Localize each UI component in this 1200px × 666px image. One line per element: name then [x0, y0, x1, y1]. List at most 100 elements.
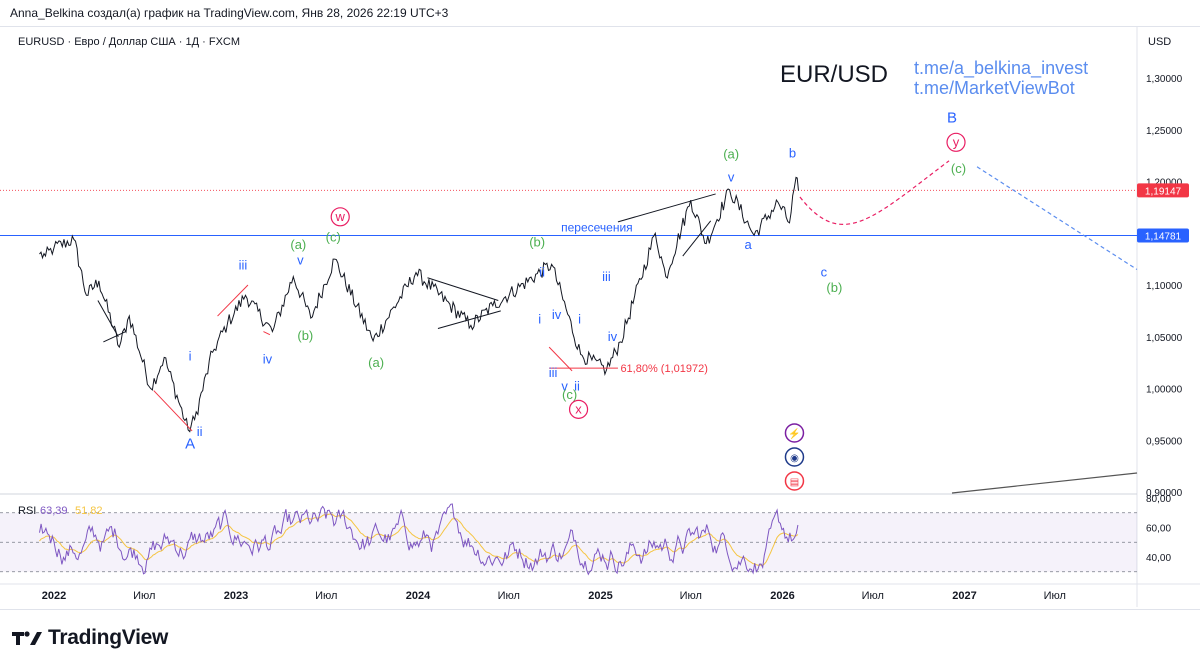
wave-label[interactable]: (a): [368, 355, 384, 370]
price-line-value: 1,19147: [1145, 186, 1182, 197]
event-flash-icon[interactable]: [784, 423, 805, 443]
rsi-ma-line[interactable]: [39, 513, 799, 566]
wave-label-circle: [330, 207, 350, 227]
price-tick-label: 1,30000: [1146, 74, 1183, 85]
headline-pair: EUR/USD: [780, 61, 888, 88]
wave-label[interactable]: (c): [562, 387, 577, 402]
chart-frame: [0, 26, 1200, 610]
tradingview-logo-text: TradingView: [48, 626, 169, 649]
wave-label[interactable]: (c): [326, 230, 341, 245]
rsi-line[interactable]: [39, 503, 799, 576]
rsi-tick-label: 40,00: [1146, 553, 1171, 564]
wave-label[interactable]: (a): [723, 147, 739, 162]
wave-label[interactable]: (c): [951, 161, 966, 176]
wave-label[interactable]: i: [189, 349, 192, 364]
telegram-link-2[interactable]: t.me/MarketViewBot: [914, 78, 1075, 98]
wave-label[interactable]: v: [297, 252, 304, 267]
wave-label[interactable]: iv: [608, 329, 618, 344]
telegram-link-1[interactable]: t.me/a_belkina_invest: [914, 58, 1088, 79]
wave-label[interactable]: b: [789, 146, 796, 161]
price-tick-label: 1,00000: [1146, 385, 1183, 396]
wave-label[interactable]: (b): [529, 235, 545, 250]
price-tick-label: 1,20000: [1146, 178, 1183, 189]
price-tick-label: 0,95000: [1146, 436, 1183, 447]
wave-label[interactable]: (b): [826, 280, 842, 295]
time-tick-label: 2025: [588, 590, 612, 602]
symbol-line: EURUSD · Евро / Доллар США · 1Д · FXCM: [18, 36, 240, 48]
event-flag-icon[interactable]: [784, 471, 805, 491]
trendline[interactable]: [617, 193, 716, 223]
chart-caption: Anna_Belkina создал(а) график на Trading…: [10, 6, 449, 20]
price-tick-label: 1,25000: [1146, 126, 1183, 137]
trendline[interactable]: [263, 331, 271, 336]
time-tick-label: 2027: [952, 590, 976, 602]
trendline[interactable]: [153, 390, 193, 432]
wave-label[interactable]: iii: [602, 269, 611, 284]
wave-label[interactable]: x: [575, 401, 582, 416]
price-line-badge: [1137, 228, 1189, 243]
event-globe-icon-glyph: ◉: [790, 453, 799, 464]
tradingview-logo-icon: [12, 631, 42, 645]
wave-label[interactable]: c: [821, 265, 828, 280]
wave-label[interactable]: i: [578, 311, 581, 326]
price-tick-label: 0,90000: [1146, 488, 1183, 499]
currency-label: USD: [1148, 36, 1171, 48]
event-globe-icon[interactable]: [784, 447, 805, 467]
wave-label[interactable]: (a): [290, 237, 306, 252]
time-tick-label: Июл: [862, 590, 884, 602]
time-tick-label: 2022: [42, 590, 66, 602]
wave-label[interactable]: ii: [539, 265, 545, 280]
intersection-label: пересечения: [561, 220, 633, 234]
time-tick-label: Июл: [315, 590, 337, 602]
wave-label[interactable]: iii: [239, 257, 248, 272]
wave-label-circle: [568, 399, 589, 419]
rsi-tick-label: 60,00: [1146, 524, 1171, 535]
trendline[interactable]: [217, 284, 249, 317]
price-line-value: 1,14781: [1145, 232, 1182, 243]
wave-label[interactable]: iii: [549, 365, 558, 380]
wave-label-circle: [946, 132, 966, 152]
trendline[interactable]: [97, 300, 119, 337]
time-tick-label: 2026: [770, 590, 794, 602]
trendline[interactable]: [427, 277, 499, 302]
time-tick-label: Июл: [1044, 590, 1066, 602]
trendline[interactable]: [682, 220, 712, 257]
wave-label[interactable]: v: [561, 379, 568, 394]
projection-path-up[interactable]: [799, 160, 950, 225]
wave-label[interactable]: i: [538, 311, 541, 326]
wave-label[interactable]: ii: [574, 379, 580, 394]
wave-label[interactable]: w: [335, 209, 346, 224]
price-line-badge: [1137, 183, 1189, 198]
rsi-tick-label: 80,00: [1146, 494, 1171, 505]
time-tick-label: Июл: [498, 590, 520, 602]
time-tick-label: Июл: [680, 590, 702, 602]
time-tick-label: 2023: [224, 590, 248, 602]
time-tick-label: Июл: [133, 590, 155, 602]
trendline[interactable]: [548, 346, 573, 372]
price-tick-label: 1,05000: [1146, 333, 1183, 344]
projection-path-down[interactable]: [976, 166, 1138, 270]
event-flash-icon-glyph: ⚡: [788, 427, 800, 440]
wave-label[interactable]: A: [185, 436, 195, 453]
rsi-value: 63,39: [40, 505, 68, 517]
trendline[interactable]: [103, 331, 127, 343]
wave-label[interactable]: y: [953, 134, 960, 149]
wave-label[interactable]: B: [947, 110, 957, 127]
rsi-ma-value: 51,82: [75, 505, 103, 517]
rsi-band: [0, 512, 1137, 572]
rsi-label: RSI: [18, 505, 36, 517]
price-tick-label: 1,10000: [1146, 281, 1183, 292]
trendline[interactable]: [437, 310, 501, 329]
wave-label[interactable]: (b): [297, 328, 313, 343]
wave-label[interactable]: iv: [552, 307, 562, 322]
wave-label[interactable]: ii: [197, 424, 203, 439]
tradingview-logo[interactable]: TradingView: [12, 626, 168, 650]
wave-label[interactable]: a: [744, 237, 752, 252]
price-series-line[interactable]: [39, 176, 799, 433]
wave-label[interactable]: v: [728, 170, 735, 185]
channel-line[interactable]: [951, 472, 1138, 494]
event-flag-icon-glyph: ▤: [790, 477, 799, 488]
wave-label[interactable]: iv: [263, 352, 273, 367]
fib-level-label: 61,80% (1,01972): [620, 363, 707, 375]
